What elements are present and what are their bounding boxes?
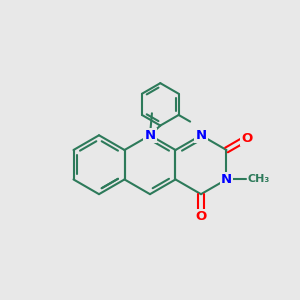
Text: N: N xyxy=(144,129,156,142)
Text: N: N xyxy=(195,129,207,142)
Text: O: O xyxy=(241,132,252,145)
Text: O: O xyxy=(195,210,207,223)
Text: N: N xyxy=(221,173,232,186)
Text: CH₃: CH₃ xyxy=(247,174,269,184)
